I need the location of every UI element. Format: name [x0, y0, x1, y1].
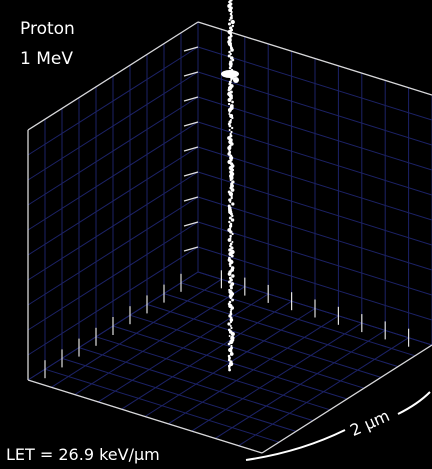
energy-label: 1 MeV: [20, 49, 73, 69]
track-dot: [228, 369, 231, 372]
track-dot: [228, 98, 232, 102]
track-dot: [230, 287, 233, 290]
track-dot: [229, 129, 231, 131]
track-dot: [231, 233, 233, 235]
particle-label: Proton: [20, 19, 75, 39]
track-dot: [229, 201, 231, 203]
track-dot: [228, 272, 232, 276]
track-dot: [231, 101, 234, 104]
track-dot: [230, 309, 232, 311]
track-dot: [229, 111, 231, 113]
track-dot: [231, 274, 234, 277]
track-dot: [228, 221, 230, 223]
track-cluster: [221, 70, 239, 78]
track-dot: [231, 117, 233, 119]
track-dot: [231, 218, 234, 221]
track-dot: [229, 125, 232, 128]
track-dot: [230, 131, 232, 133]
track-dot: [230, 325, 232, 327]
track-dot: [228, 343, 231, 346]
track-view: Proton 1 MeV LET = 26.9 keV/µm 2 µm: [0, 0, 432, 469]
track-dot: [231, 299, 234, 302]
track-dot: [229, 235, 232, 238]
track-dot: [231, 20, 235, 24]
track-dot: [228, 281, 231, 284]
track-dot: [230, 352, 234, 356]
track-dot: [231, 202, 234, 205]
track-dot: [231, 188, 235, 192]
track-dot: [231, 215, 233, 217]
track-dot: [230, 297, 232, 299]
track-dot: [232, 25, 234, 27]
track-dot: [229, 335, 231, 337]
track-dot: [230, 179, 232, 181]
track-dot: [227, 322, 230, 325]
background: [0, 0, 432, 469]
track-dot: [230, 48, 234, 52]
let-label: LET = 26.9 keV/µm: [6, 445, 160, 464]
track-cluster: [233, 77, 239, 83]
track-dot: [231, 255, 234, 258]
track-dot: [228, 51, 231, 54]
track-dot: [228, 22, 231, 25]
track-dot: [231, 127, 233, 129]
track-dot: [229, 19, 231, 21]
track-dot: [231, 241, 233, 243]
page: Proton 1 MeV LET = 26.9 keV/µm 2 µm (() …: [0, 0, 432, 469]
track-dot: [230, 321, 232, 323]
track-dot: [229, 67, 232, 70]
track-dot: [229, 265, 231, 267]
track-dot: [228, 103, 230, 105]
track-dot: [230, 327, 232, 329]
track-dot: [228, 89, 231, 92]
track-dot: [231, 332, 235, 336]
track-dot: [228, 238, 232, 242]
